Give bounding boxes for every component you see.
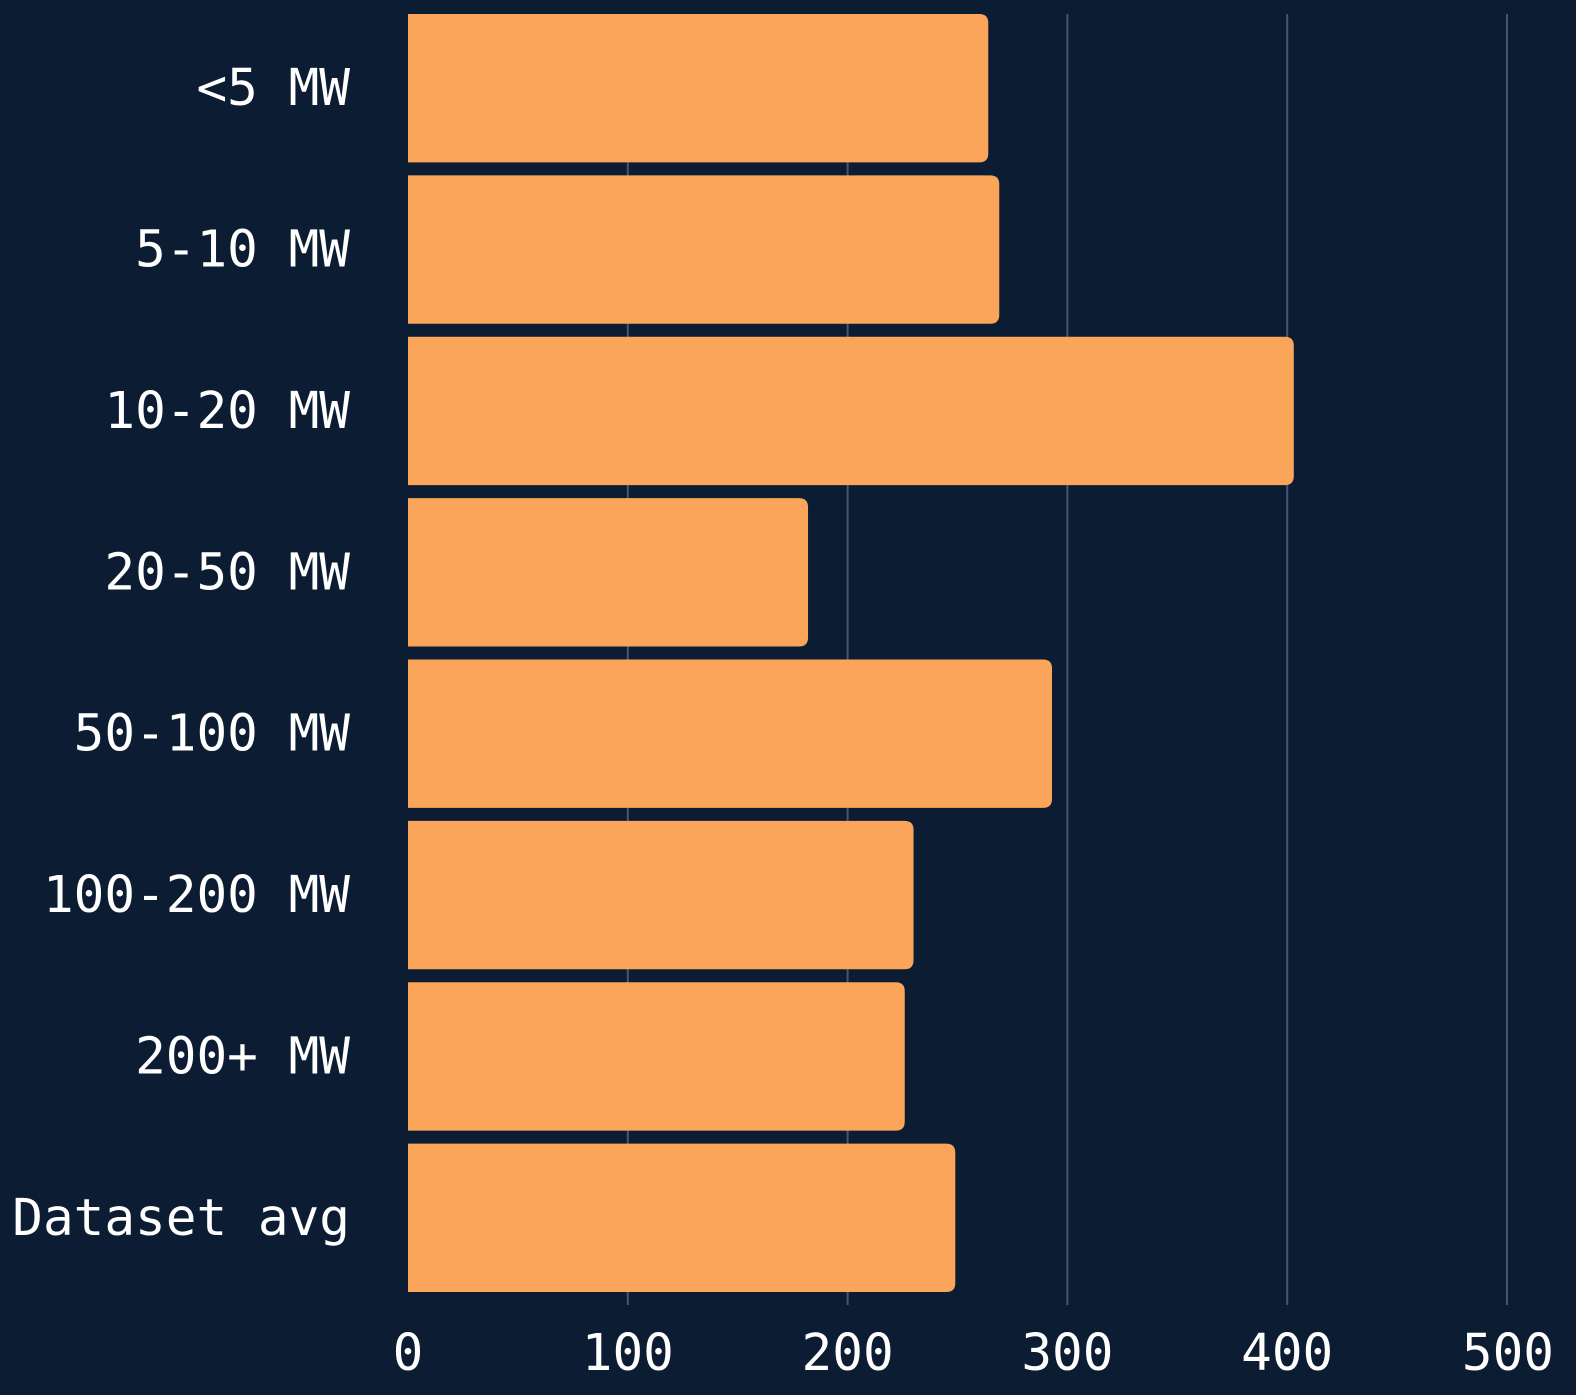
bar bbox=[408, 498, 809, 647]
x-tick-label: 0 bbox=[393, 1324, 424, 1383]
x-tick-labels: 0 100 200 300 400 500 bbox=[393, 1324, 1554, 1383]
category-label: 200+ MW bbox=[135, 1027, 350, 1086]
x-tick-label: 500 bbox=[1462, 1324, 1554, 1383]
bar bbox=[408, 820, 914, 970]
bar bbox=[408, 336, 1294, 486]
category-label: 100-200 MW bbox=[43, 866, 350, 925]
bar bbox=[408, 14, 989, 163]
bars bbox=[408, 14, 1294, 1292]
x-tick-label: 100 bbox=[582, 1324, 674, 1383]
bar bbox=[408, 175, 1000, 324]
x-tick-label: 300 bbox=[1021, 1324, 1113, 1383]
category-label: 10-20 MW bbox=[104, 382, 350, 441]
bar bbox=[408, 982, 905, 1131]
category-label: Dataset avg bbox=[12, 1189, 350, 1248]
category-label: 50-100 MW bbox=[74, 705, 351, 764]
category-label: 20-50 MW bbox=[104, 543, 350, 602]
category-labels: <5 MW 5-10 MW 10-20 MW 20-50 MW 50-100 MW 100… bbox=[12, 59, 350, 1248]
x-tick-label: 400 bbox=[1241, 1324, 1333, 1383]
category-label: <5 MW bbox=[196, 59, 350, 118]
category-label: 5-10 MW bbox=[135, 221, 350, 280]
x-tick-label: 200 bbox=[802, 1324, 894, 1383]
bar bbox=[408, 1143, 956, 1292]
bar bbox=[408, 659, 1053, 808]
